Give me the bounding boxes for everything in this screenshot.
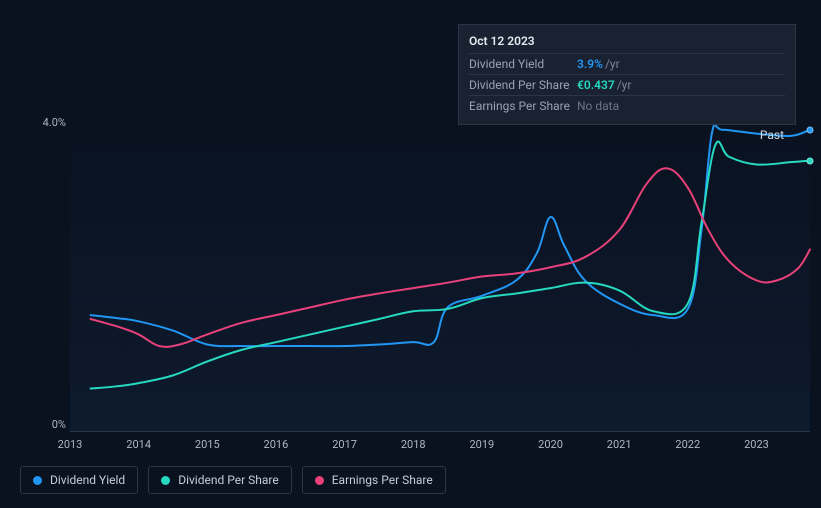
x-axis-label: 2018 bbox=[401, 438, 426, 451]
x-axis-label: 2014 bbox=[126, 438, 151, 451]
past-label: Past bbox=[760, 128, 784, 142]
tooltip-row: Dividend Per Share€0.437/yr bbox=[469, 74, 785, 95]
tooltip-row-value: 3.9%/yr bbox=[577, 57, 620, 71]
x-axis-label: 2013 bbox=[58, 438, 83, 451]
legend-item[interactable]: Dividend Per Share bbox=[148, 466, 292, 494]
legend-dot-icon bbox=[161, 476, 170, 485]
x-axis-label: 2016 bbox=[264, 438, 289, 451]
tooltip-row-label: Dividend Per Share bbox=[469, 78, 577, 92]
legend-item[interactable]: Earnings Per Share bbox=[302, 466, 446, 494]
x-axis-label: 2022 bbox=[675, 438, 700, 451]
x-axis-labels: 2013201420152016201720182019202020212022… bbox=[70, 438, 810, 456]
tooltip-row: Earnings Per ShareNo data bbox=[469, 95, 785, 116]
x-axis-label: 2020 bbox=[538, 438, 563, 451]
legend-item-label: Dividend Per Share bbox=[178, 473, 279, 487]
x-axis-label: 2017 bbox=[332, 438, 357, 451]
series-dividend_per_share bbox=[91, 141, 810, 388]
series-earnings_per_share bbox=[91, 168, 810, 347]
x-axis-label: 2019 bbox=[469, 438, 494, 451]
chart-tooltip: Oct 12 2023 Dividend Yield3.9%/yrDividen… bbox=[458, 24, 796, 125]
tooltip-row: Dividend Yield3.9%/yr bbox=[469, 53, 785, 74]
legend: Dividend Yield Dividend Per Share Earnings… bbox=[20, 466, 446, 494]
legend-item-label: Earnings Per Share bbox=[332, 473, 433, 487]
legend-item-label: Dividend Yield bbox=[50, 473, 125, 487]
chart-lines bbox=[70, 122, 810, 431]
y-axis-label-max: 4.0% bbox=[20, 116, 66, 129]
y-axis-label-min: 0% bbox=[20, 418, 66, 431]
tooltip-row-value: €0.437/yr bbox=[577, 78, 631, 92]
series-dividend_yield bbox=[91, 124, 810, 346]
x-axis-label: 2021 bbox=[607, 438, 632, 451]
x-axis-label: 2023 bbox=[744, 438, 769, 451]
series-end-marker bbox=[807, 157, 814, 164]
tooltip-date: Oct 12 2023 bbox=[469, 31, 785, 53]
legend-dot-icon bbox=[315, 476, 324, 485]
tooltip-row-value: No data bbox=[577, 99, 619, 113]
plot-area[interactable] bbox=[70, 122, 810, 432]
series-end-marker bbox=[807, 126, 814, 133]
chart-container: Oct 12 2023 Dividend Yield3.9%/yrDividen… bbox=[20, 10, 810, 450]
x-axis-label: 2015 bbox=[195, 438, 220, 451]
tooltip-row-label: Earnings Per Share bbox=[469, 99, 577, 113]
legend-item[interactable]: Dividend Yield bbox=[20, 466, 138, 494]
legend-dot-icon bbox=[33, 476, 42, 485]
tooltip-row-label: Dividend Yield bbox=[469, 57, 577, 71]
